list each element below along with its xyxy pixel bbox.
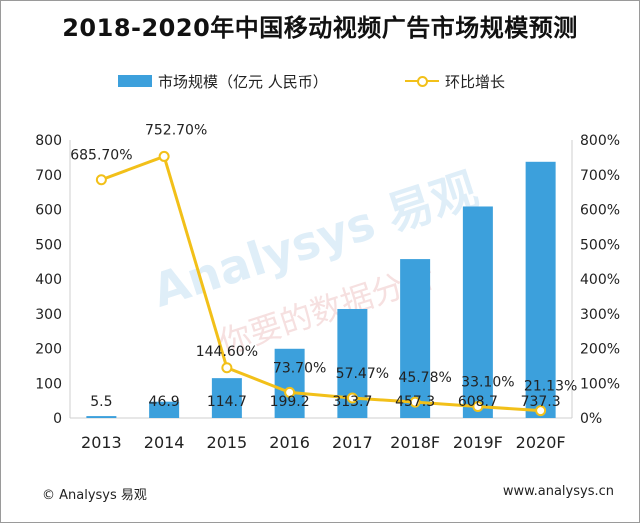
growth-point: [346, 392, 358, 404]
growth-point: [221, 362, 233, 374]
bar: [149, 401, 180, 418]
growth-point: [535, 405, 547, 417]
y-left-tick-label: 300: [35, 307, 62, 323]
x-tick-label: 2017: [332, 433, 373, 452]
growth-point: [158, 150, 170, 162]
labels-layer: 5.5 46.9 114.7 199.2 313.7 457.3 608.7 737.3 685…: [70, 122, 577, 410]
x-tick-label: 2020F: [516, 433, 566, 452]
y-left-tick-label: 600: [35, 203, 62, 219]
growth-point: [284, 386, 296, 398]
growth-point: [409, 396, 421, 408]
bar: [400, 259, 431, 418]
bar: [462, 206, 493, 418]
growth-value-label: 33.10%: [461, 374, 514, 390]
y-left-tick-label: 500: [35, 237, 62, 253]
x-tick-label: 2013: [81, 433, 122, 452]
y-left-tick-label: 800: [35, 133, 62, 149]
chart-title: 2018-2020年中国移动视频广告市场规模预测: [62, 14, 578, 42]
y-left-tick-label: 400: [35, 272, 62, 288]
growth-line: [100, 154, 541, 413]
y-right-tick-label: 600%: [580, 203, 620, 219]
bar-value-label: 457.3: [395, 394, 435, 410]
y-right-tick-label: 500%: [580, 237, 620, 253]
bar-value-label: 46.9: [149, 394, 180, 410]
y-right-tick-label: 0%: [580, 411, 602, 427]
legend-bar-label: 市场规模（亿元 人民币）: [158, 72, 328, 91]
y-right-tick-label: 200%: [580, 342, 620, 358]
growth-point: [472, 400, 484, 412]
footer-copyright: © Analysys 易观: [42, 488, 147, 503]
y-right-tick-label: 300%: [580, 307, 620, 323]
x-tick-label: 2018F: [390, 433, 440, 452]
bars-layer: [86, 161, 556, 418]
x-tick-label: 2015: [207, 433, 248, 452]
growth-value-label: 57.47%: [336, 366, 389, 382]
line-layer: [95, 150, 547, 417]
legend-bar-swatch: [118, 75, 152, 87]
growth-value-label: 685.70%: [70, 148, 132, 164]
bar-value-label: 313.7: [332, 394, 372, 410]
bar: [525, 161, 556, 418]
bar-value-label: 114.7: [207, 394, 247, 410]
legend-item-growth: 环比增长: [405, 70, 505, 92]
y-left-tick-label: 700: [35, 168, 62, 184]
axes: 0 100 200 300 400 500 600 700 800 0% 100% 200% 300% 4…: [35, 133, 620, 452]
growth-value-label: 144.60%: [196, 344, 258, 360]
y-left-tick-label: 0: [53, 411, 62, 427]
bar: [86, 416, 117, 418]
bar-value-label: 5.5: [90, 394, 112, 410]
growth-value-label: 752.70%: [145, 122, 207, 138]
y-right-tick-label: 800%: [580, 133, 620, 149]
footer-url: www.analysys.cn: [502, 484, 614, 499]
y-right-tick-label: 100%: [580, 376, 620, 392]
bar-value-label: 608.7: [458, 394, 498, 410]
y-right-tick-label: 400%: [580, 272, 620, 288]
legend-item-market-size: 市场规模（亿元 人民币）: [118, 70, 328, 92]
bar-value-label: 199.2: [270, 394, 310, 410]
x-tick-label: 2019F: [453, 433, 503, 452]
y-right-tick-label: 700%: [580, 168, 620, 184]
growth-point: [95, 174, 107, 186]
legend-line-swatch: [405, 75, 439, 87]
y-left-tick-label: 200: [35, 342, 62, 358]
bar-value-label: 737.3: [521, 394, 561, 410]
growth-value-label: 21.13%: [524, 379, 577, 395]
y-left-tick-label: 100: [35, 376, 62, 392]
bar: [274, 348, 305, 418]
growth-value-label: 73.70%: [273, 360, 326, 376]
legend-line-label: 环比增长: [445, 72, 506, 91]
x-tick-label: 2016: [269, 433, 310, 452]
bar: [211, 378, 242, 418]
legend: 市场规模（亿元 人民币） 环比增长: [0, 70, 640, 92]
x-tick-label: 2014: [144, 433, 185, 452]
growth-value-label: 45.78%: [398, 370, 451, 386]
